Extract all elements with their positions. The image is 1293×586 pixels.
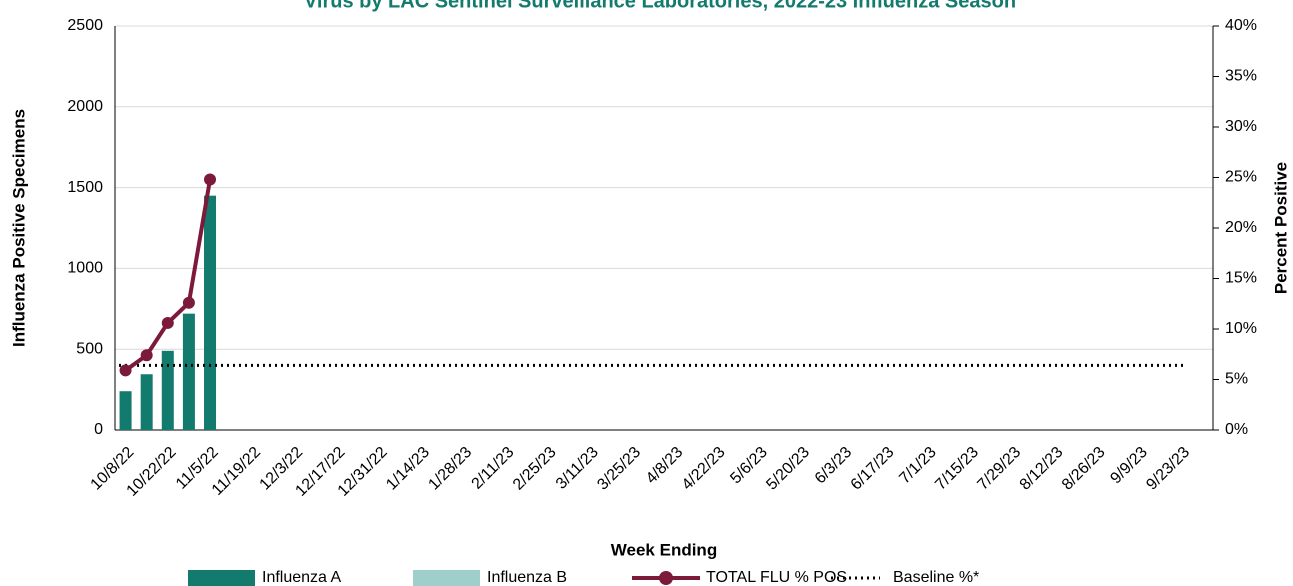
y2-tick-label: 5% [1225,371,1248,388]
y-tick-label: 1500 [67,179,103,196]
chart-title: Virus by LAC Sentinel Surveillance Labor… [304,0,1016,12]
x-tick-label: 4/22/23 [679,444,729,494]
y2-tick-label: 0% [1225,421,1248,438]
y2-tick-label: 35% [1225,68,1257,85]
line-marker [204,173,217,186]
y-tick-label: 2000 [67,98,103,115]
y2-tick-label: 10% [1225,320,1257,337]
y2-axis-title: Percent Positive [1271,162,1290,294]
y2-tick-label: 30% [1225,118,1257,135]
legend-swatch [413,570,480,586]
x-tick-label: 8/26/23 [1059,444,1109,494]
legend-label: Influenza A [262,569,342,586]
y2-tick-label: 20% [1225,219,1257,236]
legend-swatch [659,571,673,585]
x-tick-label: 8/12/23 [1017,444,1067,494]
x-axis-title: Week Ending [611,540,717,559]
line [124,179,212,373]
bar [161,350,174,430]
legend-swatch [188,570,255,586]
x-tick-label: 5/20/23 [763,444,813,494]
legend-label: Influenza B [487,569,567,586]
x-tick-label: 7/15/23 [932,444,982,494]
x-tick-label: 1/28/23 [425,444,475,494]
x-tick-label: 7/29/23 [974,444,1024,494]
line-marker [140,349,153,362]
x-tick-label: 3/25/23 [594,444,644,494]
x-tick-label: 2/25/23 [510,444,560,494]
legend-label: Baseline %* [893,569,979,586]
line-marker [119,364,132,377]
x-tick-label: 2/11/23 [469,444,518,493]
x-tick-label: 9/23/23 [1143,444,1193,494]
y2-tick-label: 15% [1225,270,1257,287]
legend-label: TOTAL FLU % POS [706,569,847,586]
y-tick-label: 0 [94,421,103,438]
x-tick-label: 6/17/23 [848,444,898,494]
bar [140,374,153,430]
y-axis-title: Influenza Positive Specimens [9,109,28,347]
line-marker [161,316,174,329]
y2-tick-label: 40% [1225,17,1257,34]
bar [182,313,195,430]
x-tick-label: 3/11/23 [553,444,602,493]
bar [204,195,217,430]
x-tick-label: 1/14/23 [383,444,433,494]
y-tick-label: 2500 [67,17,103,34]
line-marker [182,296,195,309]
bar [119,391,132,430]
y-tick-label: 1000 [67,260,103,277]
y2-tick-label: 25% [1225,169,1257,186]
y-tick-label: 500 [76,340,103,357]
